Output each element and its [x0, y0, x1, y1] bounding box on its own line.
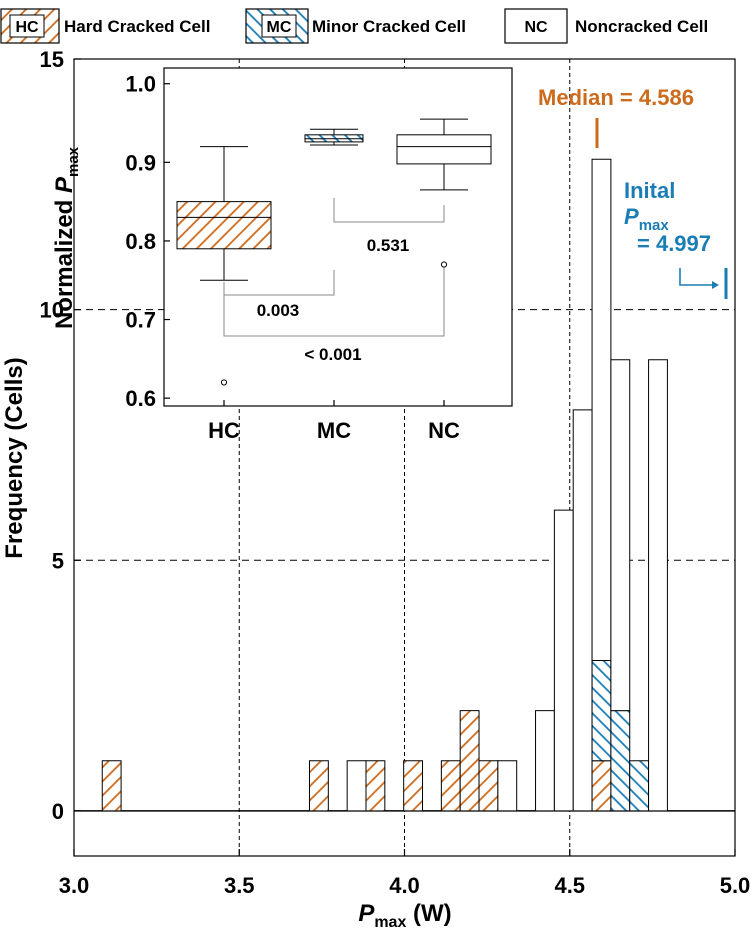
box-mc [304, 128, 364, 146]
bar-hc [403, 760, 424, 812]
bar-hc [591, 760, 612, 812]
bar-nc [497, 760, 518, 812]
significance-bracket [223, 262, 445, 337]
bar-hc [478, 760, 499, 812]
histogram-bars [101, 158, 668, 812]
box-iqr [176, 201, 272, 250]
significance-bracket [333, 198, 445, 223]
bar-nc [591, 158, 612, 662]
box-iqr [396, 134, 492, 165]
y-tick-label: 15 [40, 47, 64, 72]
significance-brackets: 0.531 0.003 < 0.001 [223, 198, 445, 364]
x-tick-label: 4.5 [554, 873, 585, 898]
bar-nc [535, 710, 555, 812]
initial-label-line1: Inital [624, 178, 675, 203]
inset-y-tick-label: 0.9 [125, 150, 156, 175]
legend-item-hc: HC Hard Cracked Cell [0, 8, 210, 44]
bar-hc [365, 760, 386, 812]
inset-boxplot: 0.6 0.7 0.8 0.9 1.0 HC MC NC 0.531 0.003 < 0.001… [51, 67, 513, 443]
x-axis-title: Pmax (W) [358, 900, 451, 931]
bar-nc [553, 509, 574, 812]
legend-item-nc: NC Noncracked Cell [504, 8, 708, 44]
box-hc [176, 146, 272, 386]
bar-hc [440, 760, 461, 812]
legend-item-mc: MC Minor Cracked Cell [245, 8, 466, 44]
bar-hc [459, 710, 480, 812]
inset-x-tick-label: HC [208, 418, 240, 443]
initial-label-line2: Pmax [624, 204, 669, 234]
y-axis-title: Frequency (Cells) [1, 357, 28, 558]
outlier-point [440, 261, 448, 268]
inset-boxes [176, 118, 492, 386]
inset-x-tick-label: NC [428, 418, 460, 443]
inset-y-tick-label: 1.0 [125, 72, 156, 97]
initial-pmax-annotation: Inital Pmax = 4.997 [624, 178, 728, 299]
y-tick-label: 0 [52, 799, 64, 824]
bar-mc [629, 760, 650, 812]
inset-y-tick-label: 0.7 [125, 308, 156, 333]
y-tick-label: 5 [52, 548, 64, 573]
bar-mc [591, 660, 612, 762]
initial-label-line3: = 4.997 [637, 231, 711, 256]
bar-nc [572, 409, 593, 812]
initial-arrow [679, 268, 712, 286]
bar-nc [648, 359, 668, 812]
legend-swatch-nc [504, 8, 568, 44]
outlier-point [220, 379, 228, 386]
legend-label-hc: Hard Cracked Cell [64, 17, 210, 36]
x-axis: 3.0 3.5 4.0 4.5 5.0 [59, 849, 750, 898]
bar-nc [346, 760, 367, 812]
legend: HC Hard Cracked Cell MC Minor Cracked Ce… [0, 8, 708, 44]
x-tick-label: 5.0 [720, 873, 750, 898]
bar-mc [610, 710, 631, 812]
legend-key-hc: HC [15, 19, 39, 36]
median-annotation: Median = 4.586 [538, 85, 694, 148]
legend-label-nc: Noncracked Cell [575, 17, 708, 36]
inset-x-axis: HC MC NC [208, 400, 460, 443]
p-value-label: < 0.001 [304, 345, 361, 364]
bar-hc [101, 760, 122, 812]
y-axis: 0 5 10 15 [40, 47, 81, 824]
x-tick-label: 4.0 [389, 873, 420, 898]
legend-label-mc: Minor Cracked Cell [312, 17, 466, 36]
inset-y-title: Normalized Pmax [51, 146, 82, 329]
legend-key-nc: NC [524, 19, 548, 36]
inset-x-tick-label: MC [317, 418, 351, 443]
bar-nc [610, 359, 631, 712]
box-nc [396, 118, 492, 268]
x-tick-label: 3.0 [59, 873, 90, 898]
p-value-label: 0.003 [257, 301, 300, 320]
p-value-label: 0.531 [367, 236, 410, 255]
inset-y-tick-label: 0.6 [125, 386, 156, 411]
inset-y-tick-label: 0.8 [125, 229, 156, 254]
median-label: Median = 4.586 [538, 85, 694, 110]
histogram-plot: 3.0 3.5 4.0 4.5 5.0 0 5 10 15 Pmax (W) Frequenc… [1, 47, 750, 931]
y-tick-label: 10 [40, 298, 64, 323]
bar-hc [308, 760, 329, 812]
inset-y-axis: 0.6 0.7 0.8 0.9 1.0 [125, 72, 170, 411]
x-tick-label: 3.5 [224, 873, 255, 898]
legend-key-mc: MC [267, 19, 292, 36]
